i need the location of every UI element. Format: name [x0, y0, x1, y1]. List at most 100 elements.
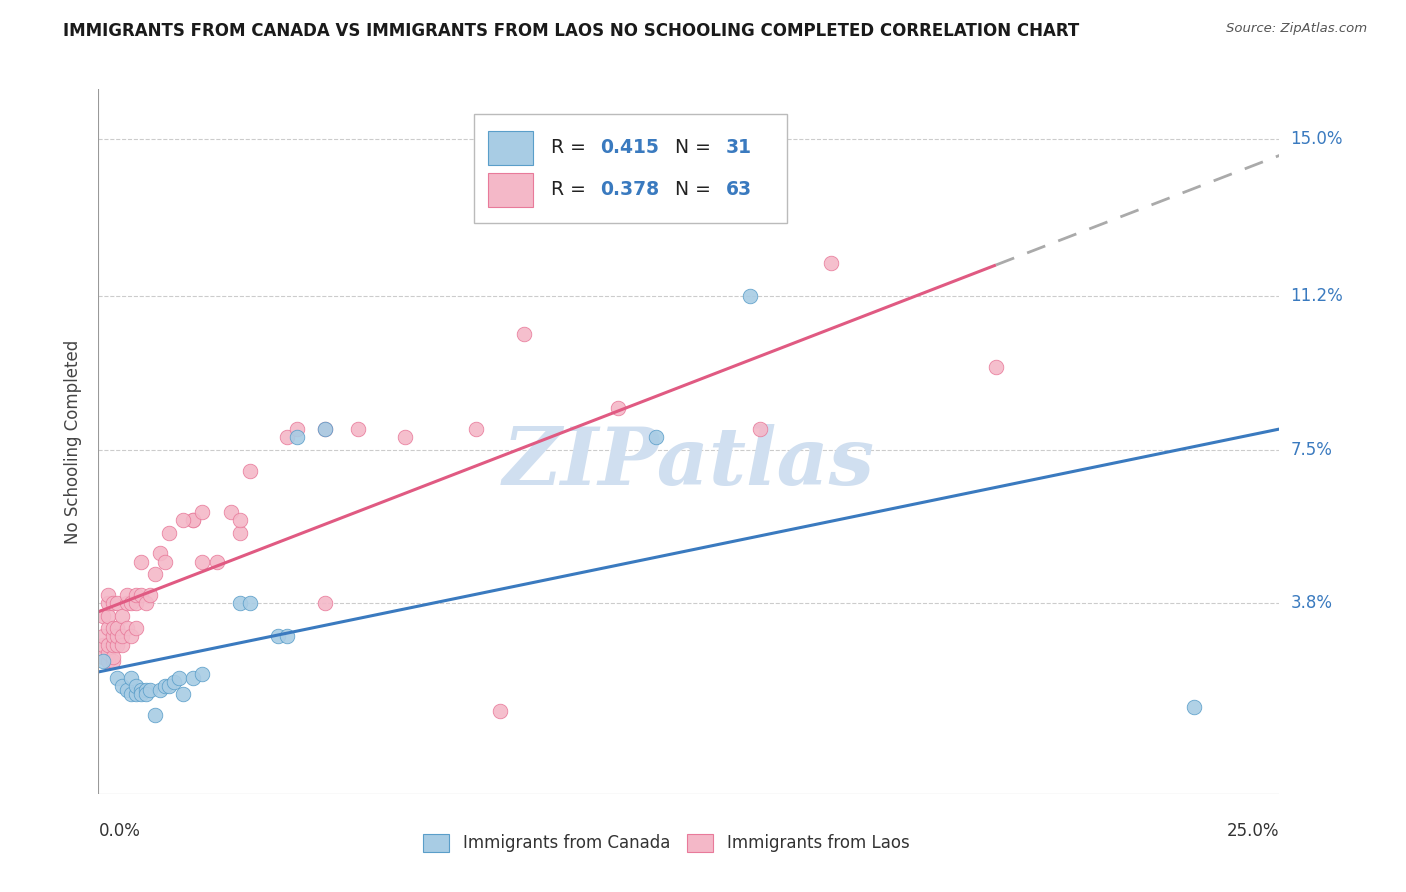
Point: [820, 256, 842, 270]
Point: [129, 555, 152, 569]
Point: [607, 401, 630, 416]
Text: 0.378: 0.378: [600, 180, 659, 200]
Point: [125, 588, 148, 602]
Point: [105, 671, 128, 685]
Point: [135, 683, 157, 698]
Point: [489, 704, 512, 718]
Point: [163, 675, 186, 690]
Text: ZIPatlas: ZIPatlas: [503, 424, 875, 501]
Point: [205, 555, 228, 569]
Point: [314, 422, 336, 436]
Point: [135, 687, 157, 701]
Point: [347, 422, 370, 436]
Point: [143, 708, 166, 723]
FancyBboxPatch shape: [474, 114, 787, 223]
Point: [191, 666, 214, 681]
Point: [115, 588, 138, 602]
Point: [512, 326, 534, 341]
Point: [191, 555, 214, 569]
Point: [97, 596, 120, 610]
Point: [121, 687, 143, 701]
Point: [105, 621, 128, 635]
Text: 0.0%: 0.0%: [98, 822, 141, 840]
Point: [740, 289, 762, 303]
Point: [1184, 699, 1206, 714]
Point: [314, 422, 336, 436]
Point: [91, 629, 114, 643]
Point: [239, 464, 262, 478]
Text: 7.5%: 7.5%: [1291, 441, 1333, 458]
Point: [97, 621, 120, 635]
Point: [181, 513, 204, 527]
Point: [91, 654, 114, 668]
Point: [101, 638, 124, 652]
Point: [101, 650, 124, 665]
Point: [219, 505, 242, 519]
Text: 63: 63: [725, 180, 752, 200]
Point: [105, 638, 128, 652]
Point: [97, 608, 120, 623]
Point: [135, 596, 157, 610]
Point: [394, 430, 416, 444]
Point: [101, 596, 124, 610]
Bar: [488, 131, 533, 165]
Point: [105, 629, 128, 643]
Point: [97, 588, 120, 602]
Text: Source: ZipAtlas.com: Source: ZipAtlas.com: [1226, 22, 1367, 36]
Point: [125, 687, 148, 701]
Point: [97, 654, 120, 668]
Point: [115, 621, 138, 635]
Point: [111, 608, 134, 623]
Text: 3.8%: 3.8%: [1291, 594, 1333, 612]
Text: 11.2%: 11.2%: [1291, 287, 1343, 305]
Point: [91, 638, 114, 652]
Point: [644, 430, 666, 444]
Point: [115, 596, 138, 610]
Point: [105, 596, 128, 610]
Point: [181, 671, 204, 685]
Bar: [488, 173, 533, 207]
Point: [267, 629, 290, 643]
Point: [111, 679, 134, 693]
Point: [115, 683, 138, 698]
Point: [748, 422, 770, 436]
Text: Immigrants from Canada: Immigrants from Canada: [464, 834, 671, 852]
Point: [129, 687, 152, 701]
Point: [121, 671, 143, 685]
Point: [121, 596, 143, 610]
Point: [129, 683, 152, 698]
Point: [465, 422, 488, 436]
Point: [276, 629, 298, 643]
Point: [157, 679, 180, 693]
Point: [125, 596, 148, 610]
Bar: [423, 834, 449, 852]
Point: [229, 513, 252, 527]
Text: N =: N =: [664, 180, 717, 200]
Point: [239, 596, 262, 610]
Bar: [686, 834, 713, 852]
Point: [91, 608, 114, 623]
Point: [101, 621, 124, 635]
Point: [191, 505, 214, 519]
Text: 31: 31: [725, 138, 752, 157]
Text: 0.415: 0.415: [600, 138, 659, 157]
Text: 25.0%: 25.0%: [1227, 822, 1279, 840]
Point: [143, 567, 166, 582]
Text: IMMIGRANTS FROM CANADA VS IMMIGRANTS FROM LAOS NO SCHOOLING COMPLETED CORRELATIO: IMMIGRANTS FROM CANADA VS IMMIGRANTS FRO…: [63, 22, 1080, 40]
Point: [172, 687, 194, 701]
Point: [172, 513, 194, 527]
Point: [181, 513, 204, 527]
Point: [125, 679, 148, 693]
Text: R =: R =: [551, 180, 592, 200]
Point: [153, 555, 176, 569]
Point: [229, 596, 252, 610]
Text: N =: N =: [664, 138, 717, 157]
Point: [139, 588, 162, 602]
Point: [97, 646, 120, 660]
Point: [167, 671, 190, 685]
Point: [276, 430, 298, 444]
Point: [101, 629, 124, 643]
Text: R =: R =: [551, 138, 592, 157]
Point: [149, 546, 172, 560]
Point: [111, 629, 134, 643]
